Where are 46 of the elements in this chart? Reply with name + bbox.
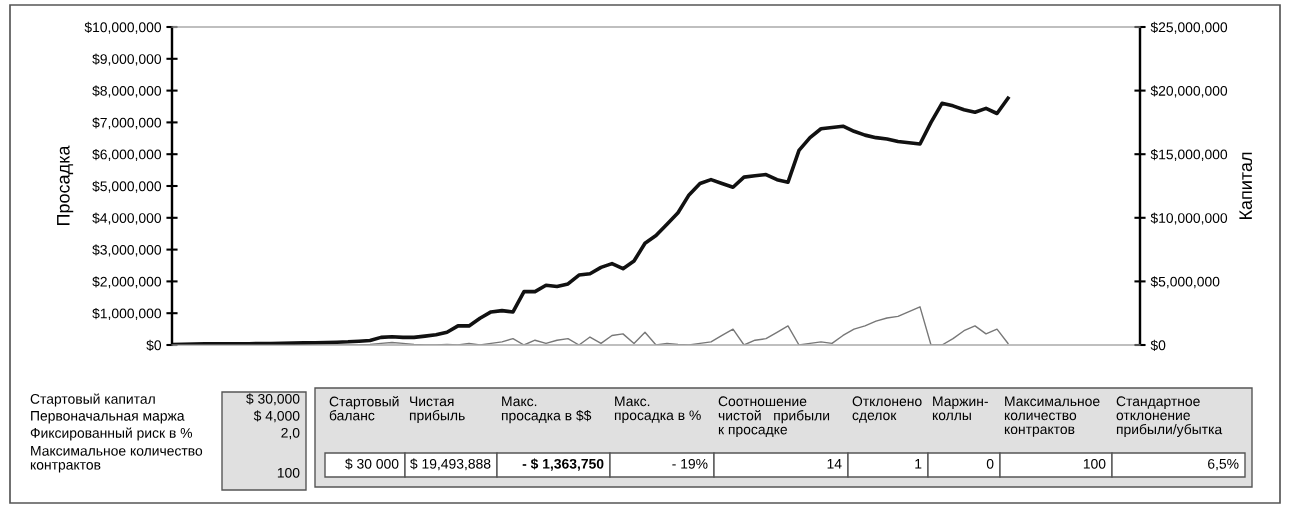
text: Чистая прибыль xyxy=(409,396,465,424)
text: Стандартное отклонение прибыли/убытка xyxy=(1116,396,1223,437)
line-series xyxy=(172,96,1010,345)
y-tick-label: $3,000,000 xyxy=(92,244,162,257)
text: Фиксированный риск в % xyxy=(30,427,193,441)
text: Максимальное количество контрактов xyxy=(30,446,203,473)
text: Максимальное количество контрактов xyxy=(1004,396,1100,437)
y2-tick-label: $5,000,000 xyxy=(1150,276,1220,289)
text: Стартовый баланс xyxy=(329,396,399,421)
y-tick-label: $9,000,000 xyxy=(92,53,162,66)
y2-tick-label: $15,000,000 xyxy=(1150,148,1228,162)
text: Соотношение чистой прибыли к просадке xyxy=(718,396,830,438)
y2-tick-label: $0 xyxy=(1150,339,1166,351)
text: 14 xyxy=(827,459,842,469)
text: - 19% xyxy=(672,458,708,469)
text: $ 19,493,888 xyxy=(410,458,491,471)
text: Первоначальная маржа xyxy=(31,411,185,424)
y-tick-label: $7,000,000 xyxy=(92,117,162,130)
text: 1 xyxy=(915,459,922,469)
y2-axis-title: Капитал xyxy=(1239,152,1253,220)
y-tick-label: $1,000,000 xyxy=(92,307,162,321)
y-tick-label: $5,000,000 xyxy=(92,180,162,193)
y-tick-label: $2,000,000 xyxy=(92,276,162,289)
y-tick-label: $0 xyxy=(146,339,162,351)
y-tick-label: $8,000,000 xyxy=(92,85,162,98)
text: 100 xyxy=(277,467,300,478)
text: 2,0 xyxy=(281,427,300,440)
text: $ 30,000 xyxy=(246,393,300,406)
y-axis-title: Просадка xyxy=(57,145,74,226)
y-tick-label: $4,000,000 xyxy=(92,212,162,225)
y-tick-label: $6,000,000 xyxy=(92,148,162,162)
text: 0 xyxy=(986,458,994,469)
y2-tick-label: $10,000,000 xyxy=(1150,212,1228,225)
text: Макс. просадка в $$ xyxy=(501,396,592,424)
y-tick-label: $10,000,000 xyxy=(84,21,162,34)
text: Стартовый капитал xyxy=(30,393,155,407)
text: $ 30 000 xyxy=(345,458,399,470)
text: $ 4,000 xyxy=(253,410,300,423)
text: Маржин- коллы xyxy=(932,396,988,421)
y2-tick-label: $25,000,000 xyxy=(1150,21,1228,34)
text: - $ 1,363,750 xyxy=(522,458,604,471)
text: 100 xyxy=(1083,458,1106,469)
text: Отклонено сделок xyxy=(852,396,922,423)
text: Макс. просадка в % xyxy=(614,396,701,423)
y2-tick-label: $20,000,000 xyxy=(1150,85,1228,98)
text: 6,5% xyxy=(1208,458,1239,471)
